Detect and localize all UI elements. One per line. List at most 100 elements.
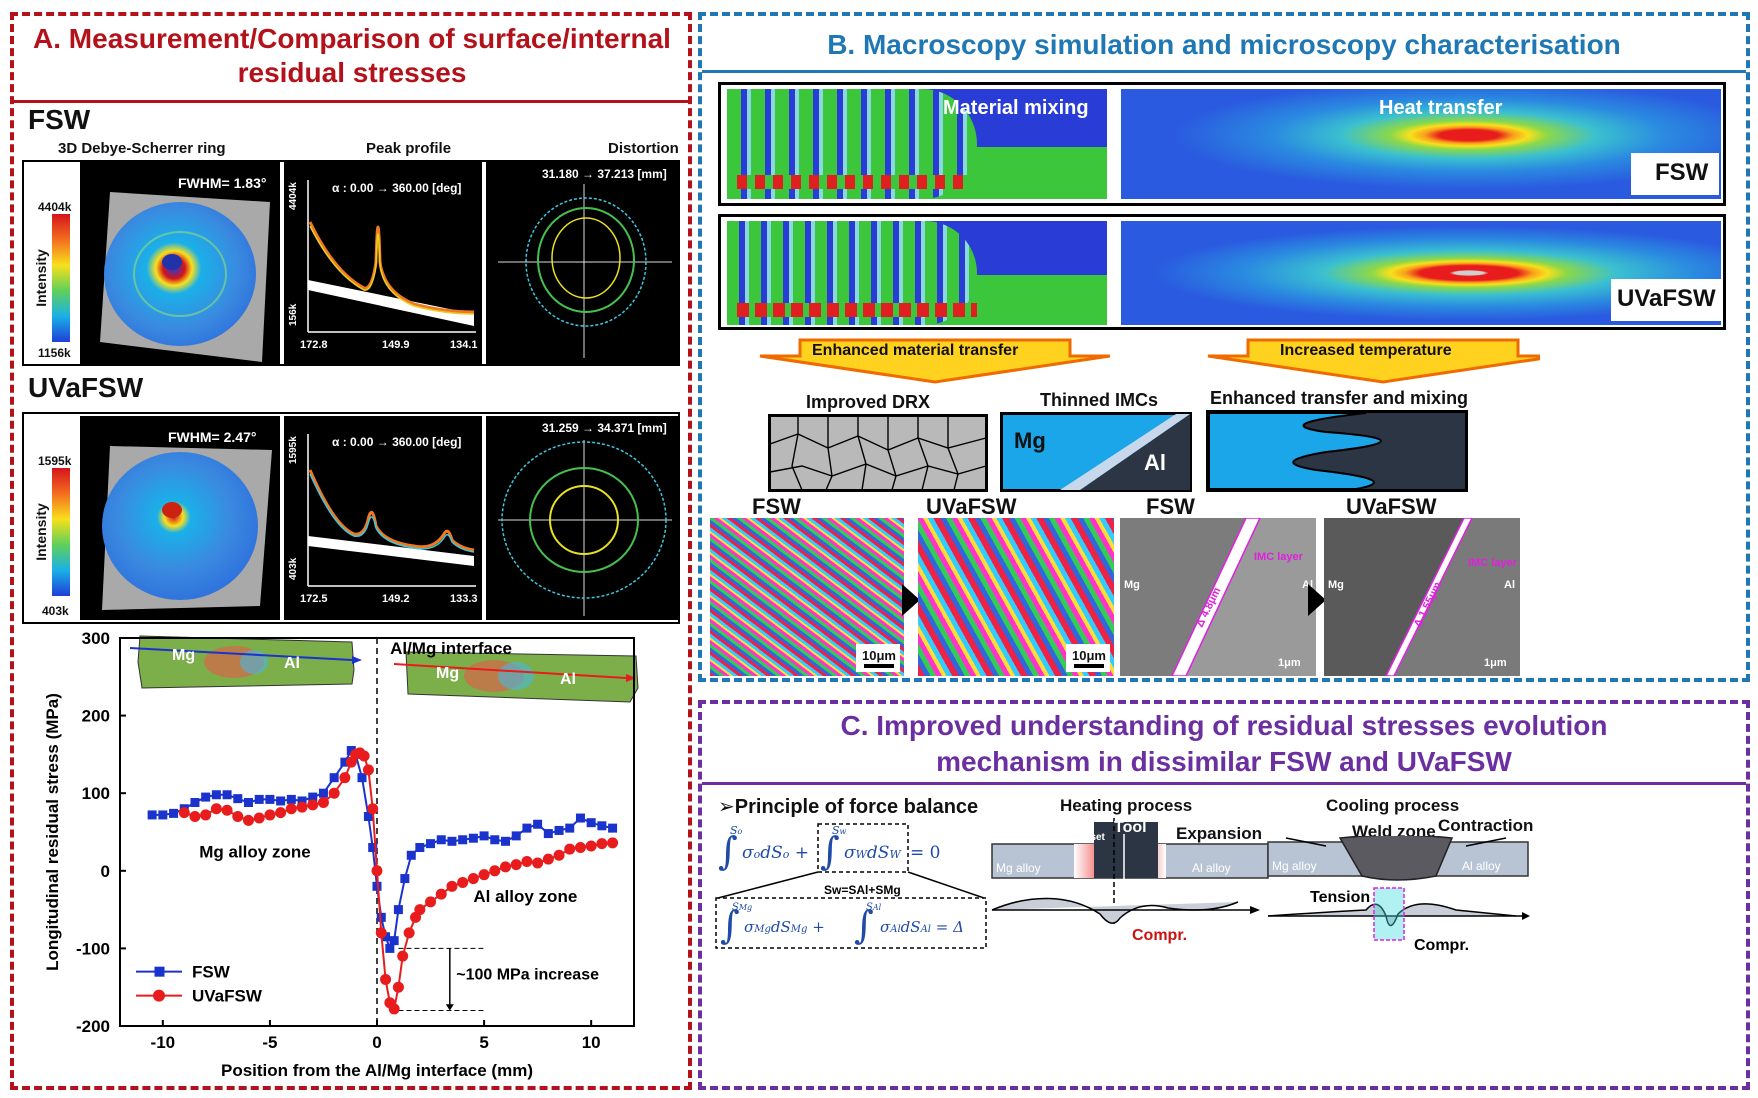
data-point-fsw xyxy=(329,773,339,783)
data-point-fsw xyxy=(381,932,391,942)
data-point-fsw xyxy=(265,794,275,804)
data-point-fsw xyxy=(211,790,221,800)
drx-schematic xyxy=(768,414,988,492)
y-axis-title: Longitudinal residual stress (MPa) xyxy=(43,693,62,971)
data-point-uvafsw xyxy=(607,837,619,849)
uvafsw-row-label: UVaFSW xyxy=(28,372,144,403)
data-point-uvafsw xyxy=(264,809,276,821)
x-axis-title: Position from the Al/Mg interface (mm) xyxy=(221,1061,533,1080)
data-point-uvafsw xyxy=(375,927,387,939)
data-point-uvafsw xyxy=(489,865,501,877)
uva-material-mixing-map xyxy=(727,221,1107,325)
imc-layer-1: IMC layer xyxy=(1254,551,1304,563)
increased-temp-arrow xyxy=(1207,338,1540,384)
data-point-uvafsw xyxy=(397,950,409,962)
drx-title: Improved DRX xyxy=(806,392,931,412)
peak-x1-fsw: 149.9 xyxy=(382,339,410,351)
data-point-uvafsw xyxy=(339,772,351,784)
imc-mg-label: Mg xyxy=(1014,428,1046,453)
data-point-fsw xyxy=(368,843,378,853)
contraction-label: Contraction xyxy=(1438,816,1534,835)
panel-b-title: B. Macroscopy simulation and microscopy … xyxy=(827,29,1621,60)
fsw-row-label: FSW xyxy=(28,104,91,135)
mg-zone-label: Mg alloy zone xyxy=(199,843,310,862)
arrow-label-2: Increased temperature xyxy=(1280,342,1452,359)
data-point-uvafsw xyxy=(285,803,297,815)
distortion-svg-uva: 31.259 → 34.371 [mm] xyxy=(498,421,672,616)
data-point-uvafsw xyxy=(232,810,244,822)
col3-title: Distortion xyxy=(608,140,679,157)
data-point-fsw xyxy=(586,818,596,828)
uva-label-box xyxy=(1611,279,1721,321)
y-tick-label: 300 xyxy=(82,632,110,648)
inset-left-arrow xyxy=(129,647,353,661)
panel-b-divider xyxy=(702,70,1746,73)
data-point-uvafsw xyxy=(189,810,201,822)
al-zone-label: Al alloy zone xyxy=(473,887,577,906)
data-point-fsw xyxy=(426,839,436,849)
data-point-uvafsw xyxy=(317,797,329,809)
alpha-range-uva: α : 0.00 → 360.00 [deg] xyxy=(332,435,461,449)
sem-mg-2: Mg xyxy=(1328,579,1344,591)
data-point-fsw xyxy=(597,821,607,831)
data-point-fsw xyxy=(286,794,296,804)
panel-c-divider xyxy=(702,782,1746,785)
data-point-uvafsw xyxy=(521,855,533,867)
data-point-fsw xyxy=(233,794,243,804)
inset-al-label-2: Al xyxy=(560,671,576,688)
arrow-label-1: Enhanced material transfer xyxy=(812,342,1019,359)
peak-ymin-fsw: 156k xyxy=(288,303,299,326)
data-point-uvafsw xyxy=(585,840,597,852)
inset-right-arrowhead xyxy=(626,674,636,682)
data-point-uvafsw xyxy=(371,865,383,877)
inset-mg-label-2: Mg xyxy=(436,665,459,682)
distortion-range-uva: 31.259 → 34.371 [mm] xyxy=(542,421,667,435)
panel-c-frame xyxy=(698,700,1750,1090)
distortion-plot-uva: 31.259 → 34.371 [mm] xyxy=(486,416,678,620)
data-point-uvafsw xyxy=(553,849,565,861)
material-mixing-label: Material mixing xyxy=(943,97,1089,119)
peak-profile-svg: α : 0.00 → 360.00 [deg] 4404k 156k 172.8… xyxy=(288,180,478,351)
data-point-fsw xyxy=(501,836,510,846)
data-point-fsw xyxy=(276,796,286,806)
mix-title: Enhanced transfer and mixing xyxy=(1210,388,1469,408)
distortion-plot: 31.180 → 37.213 [mm] xyxy=(486,162,678,364)
svg-text:SAl: SAl xyxy=(866,902,882,913)
cooling-schematic: Mg alloy Al alloy Tension Compr. xyxy=(1267,836,1530,954)
data-point-fsw xyxy=(372,881,382,891)
peak-ymin-uva: 403k xyxy=(288,557,299,580)
cooling-title: Cooling process xyxy=(1326,796,1460,815)
data-point-fsw xyxy=(297,796,307,806)
fsw-material-mixing-map: Material mixing xyxy=(727,89,1107,199)
data-point-fsw xyxy=(608,823,618,833)
tension-label: Tension xyxy=(1310,889,1370,906)
heating-schematic: Tool Offset Mg alloy Al alloy Compr. xyxy=(991,818,1269,944)
heating-compr: Compr. xyxy=(1132,927,1187,944)
heating-mg-alloy: Mg alloy xyxy=(996,861,1041,875)
x-tick-label: -5 xyxy=(262,1033,277,1052)
sem-mg-1: Mg xyxy=(1124,579,1140,591)
tool-label: Tool xyxy=(1114,819,1147,836)
data-point-uvafsw xyxy=(403,927,415,939)
force-balance-title: ➢Principle of force balance xyxy=(718,796,979,818)
data-point-fsw xyxy=(393,905,403,915)
ds-ring-svg: FWHM= 1.83° xyxy=(100,175,270,362)
data-point-fsw xyxy=(490,835,500,845)
inset-left-arrowhead xyxy=(352,656,362,664)
peak-x0-uva: 172.5 xyxy=(300,593,328,605)
y-tick-label: 200 xyxy=(82,707,110,726)
data-point-fsw xyxy=(158,810,168,820)
peak-x2-fsw: 134.1 xyxy=(450,339,478,351)
mixing-schematic xyxy=(1206,410,1468,492)
data-point-fsw xyxy=(565,823,575,833)
data-point-uvafsw xyxy=(358,750,370,762)
inset-right-cold xyxy=(498,662,534,690)
imc-al-label: Al xyxy=(1144,450,1166,475)
micro-fsw-2: FSW xyxy=(1146,494,1195,519)
data-point-fsw xyxy=(169,808,179,818)
svg-text:σWdSW: σWdSW xyxy=(844,843,902,863)
residual-stress-chart: Mg Al Mg Al 300 200 100 0 -100 -200 -10 -5 0 5 10 Posit… xyxy=(43,632,639,1080)
data-point-fsw xyxy=(511,831,521,841)
sem-fsw-image: Mg Al IMC layer Δ 4.8μm 1μm xyxy=(1120,518,1316,676)
fwhm-uva: FWHM= 2.47° xyxy=(168,429,256,445)
